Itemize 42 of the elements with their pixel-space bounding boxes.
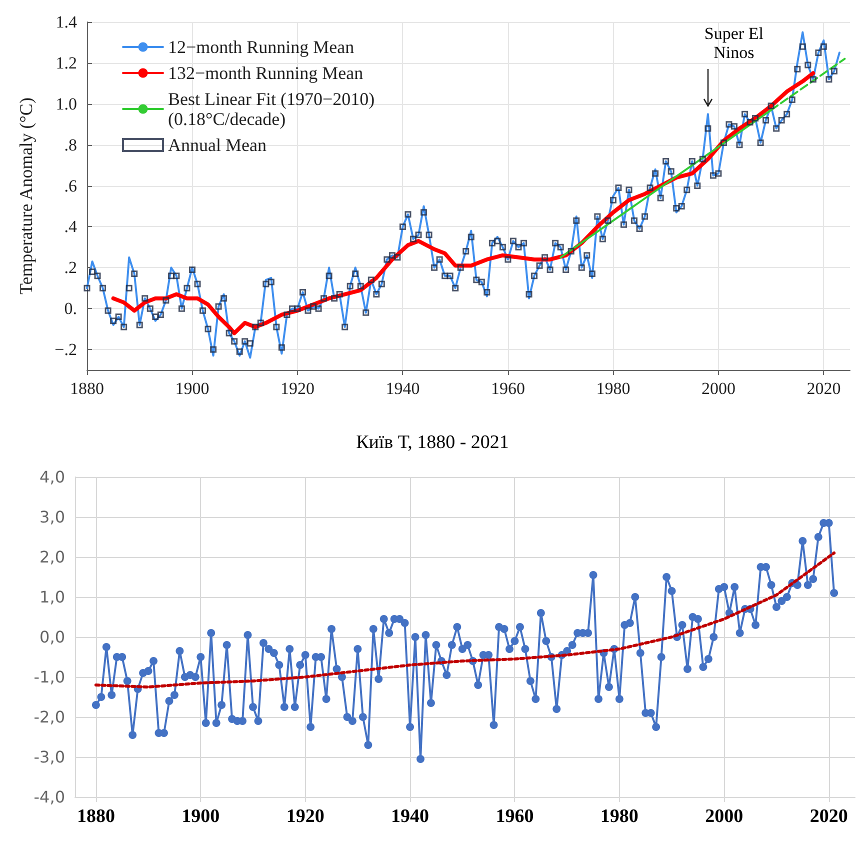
y-tick-label: -1,0 [34, 668, 65, 686]
x-tick-label: 1900 [182, 806, 220, 827]
x-tick-label: 1940 [386, 379, 420, 398]
legend-label: Best Linear Fit (1970−2010) (0.18°C/decade) [168, 89, 380, 129]
chart-title: Київ Т, 1880 - 2021 [356, 432, 509, 453]
annotation: Super El Ninos [703, 24, 764, 62]
x-tick-label: 1920 [280, 379, 314, 398]
x-tick-label: 1880 [76, 806, 115, 827]
x-tick-label: 2020 [810, 806, 848, 827]
y-tick-label: 0,0 [40, 628, 65, 646]
y-axis-title: Temperature Anomaly (°C) [16, 98, 36, 294]
y-tick-label: 1.2 [56, 53, 77, 72]
x-tick-label: 1920 [286, 806, 324, 827]
legend-label: 132−month Running Mean [168, 63, 364, 83]
y-tick-label: 0. [64, 299, 77, 318]
y-tick-label: .4 [64, 217, 78, 236]
x-tick-label: 2020 [806, 379, 841, 398]
y-tick-label: 1.4 [56, 12, 78, 32]
y-tick-label: -3,0 [34, 748, 65, 766]
x-tick-label: 1980 [600, 806, 638, 827]
y-tick-label: -2,0 [34, 708, 65, 726]
x-tick-label: 1960 [496, 806, 534, 827]
x-tick-label: 1960 [490, 379, 525, 398]
y-tick-label: 2,0 [40, 548, 65, 566]
x-tick-label: 1980 [596, 379, 630, 398]
x-tick-label: 2000 [705, 806, 744, 827]
y-tick-label: .6 [64, 176, 77, 196]
x-tick-label: 1900 [175, 379, 210, 398]
legend-label: Annual Mean [168, 135, 266, 155]
y-tick-label: .8 [64, 135, 77, 154]
legend-label: 12−month Running Mean [168, 37, 354, 57]
y-tick-label: -4,0 [34, 788, 65, 806]
y-tick-label: 1,0 [40, 588, 65, 606]
y-tick-label: 1.0 [56, 94, 77, 114]
y-tick-label: −.2 [54, 340, 77, 360]
y-tick-label: .2 [64, 258, 77, 278]
line-series [94, 552, 836, 688]
y-tick-label: 4,0 [40, 468, 65, 486]
x-tick-label: 2000 [701, 379, 736, 398]
x-tick-label: 1940 [391, 806, 430, 827]
y-tick-label: 3,0 [40, 508, 65, 526]
x-tick-label: 1880 [70, 379, 104, 398]
